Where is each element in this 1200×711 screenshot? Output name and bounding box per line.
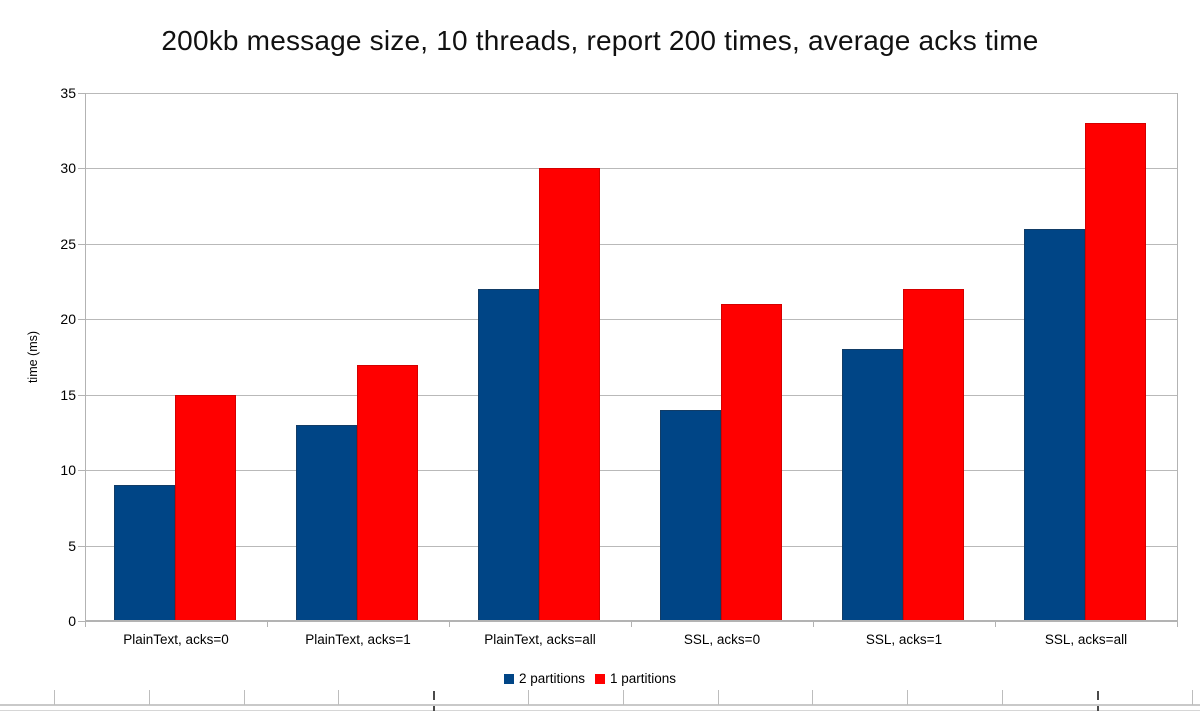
page-bottom-tick-5 — [528, 690, 529, 705]
page-bottom-tick-2 — [244, 690, 245, 705]
x-category-label-0: PlainText, acks=0 — [123, 632, 229, 647]
bar-s1-c0 — [175, 395, 236, 621]
x-category-label-4: SSL, acks=1 — [865, 632, 943, 647]
page-bottom-tick-7 — [718, 690, 719, 705]
bar-s1-c4 — [903, 289, 964, 621]
y-axis-tick-0 — [78, 621, 85, 622]
page-bottom-tick-0 — [54, 690, 55, 705]
bar-s1-c2 — [539, 168, 600, 621]
bar-s0-c1 — [296, 425, 357, 621]
bar-s0-c0 — [114, 485, 175, 621]
y-axis-tick-15 — [78, 395, 85, 396]
x-axis-tick-6 — [1177, 621, 1178, 627]
y-tick-label-10: 10 — [60, 462, 76, 478]
chart-legend: 2 partitions 1 partitions — [0, 671, 1190, 686]
y-tick-label-15: 15 — [60, 387, 76, 403]
legend-label: 1 partitions — [610, 671, 677, 686]
page-bottom-tick-dark-low-4 — [433, 706, 435, 711]
page-bottom-tick-dark-4 — [433, 691, 435, 700]
x-axis-tick-0 — [85, 621, 86, 627]
legend-swatch-blue — [503, 673, 514, 684]
plot-right-border — [1177, 93, 1178, 621]
bar-s0-c4 — [842, 349, 903, 621]
page-bottom-tick-1 — [149, 690, 150, 705]
bar-s1-c3 — [721, 304, 782, 621]
page-bottom-tick-10 — [1002, 690, 1003, 705]
x-category-label-2: PlainText, acks=all — [484, 632, 596, 647]
legend-item-2-partitions: 2 partitions — [503, 671, 585, 686]
x-axis-tick-2 — [449, 621, 450, 627]
y-tick-label-30: 30 — [60, 160, 76, 176]
y-tick-label-25: 25 — [60, 236, 76, 252]
page-bottom-tick-8 — [812, 690, 813, 705]
page-bottom-tick-6 — [623, 690, 624, 705]
y-tick-label-35: 35 — [60, 85, 76, 101]
y-axis-tick-5 — [78, 546, 85, 547]
page-bottom-tick-12 — [1192, 690, 1193, 705]
legend-item-1-partitions: 1 partitions — [595, 671, 676, 686]
x-category-label-1: PlainText, acks=1 — [305, 632, 411, 647]
y-axis-title: time (ms) — [26, 330, 40, 384]
y-tick-label-5: 5 — [68, 538, 76, 554]
y-axis-tick-10 — [78, 470, 85, 471]
x-axis-tick-3 — [631, 621, 632, 627]
gridline-y-25 — [85, 244, 1177, 245]
bar-s0-c3 — [660, 410, 721, 621]
gridline-y-30 — [85, 168, 1177, 169]
y-axis-tick-30 — [78, 168, 85, 169]
chart-title: 200kb message size, 10 threads, report 2… — [161, 25, 1039, 56]
bar-s1-c1 — [357, 365, 418, 621]
y-axis-tick-20 — [78, 319, 85, 320]
x-axis-line — [85, 620, 1178, 622]
x-axis-tick-4 — [813, 621, 814, 627]
x-category-label-3: SSL, acks=0 — [683, 632, 761, 647]
gridline-y-5 — [85, 546, 1177, 547]
x-category-label-5: SSL, acks=all — [1044, 632, 1128, 647]
bar-s1-c5 — [1085, 123, 1146, 621]
legend-label: 2 partitions — [518, 671, 585, 686]
y-axis-tick-25 — [78, 244, 85, 245]
bar-s0-c2 — [478, 289, 539, 621]
page-bottom-tick-dark-11 — [1097, 691, 1099, 700]
page-bottom-rule — [0, 704, 1200, 706]
gridline-y-35 — [85, 93, 1177, 94]
page-bottom-tick-9 — [907, 690, 908, 705]
gridline-y-20 — [85, 319, 1177, 320]
y-axis-tick-35 — [78, 93, 85, 94]
bar-s0-c5 — [1024, 229, 1085, 621]
page-bottom-tick-dark-low-11 — [1097, 706, 1099, 711]
x-axis-tick-5 — [995, 621, 996, 627]
gridline-y-15 — [85, 395, 1177, 396]
x-axis-tick-1 — [267, 621, 268, 627]
page-bottom-tick-3 — [338, 690, 339, 705]
y-tick-label-0: 0 — [68, 613, 76, 629]
y-axis-line — [85, 93, 86, 621]
legend-swatch-red — [595, 673, 605, 684]
gridline-y-10 — [85, 470, 1177, 471]
y-tick-label-20: 20 — [60, 311, 76, 327]
